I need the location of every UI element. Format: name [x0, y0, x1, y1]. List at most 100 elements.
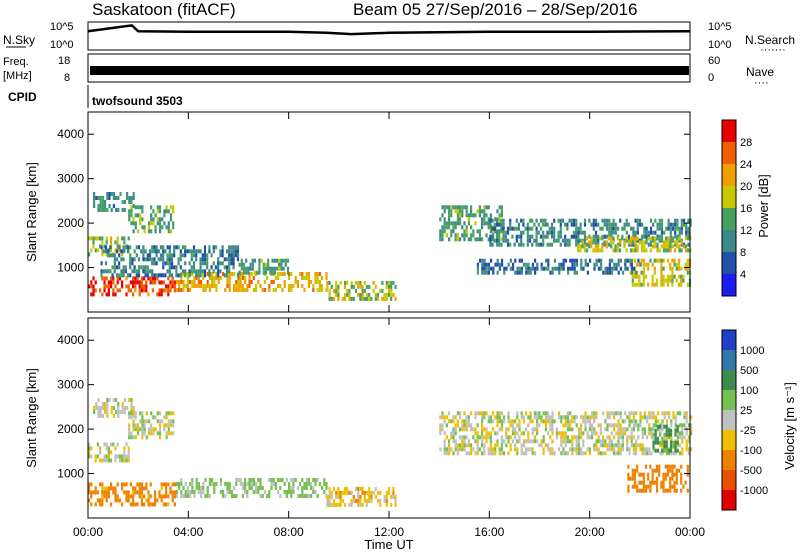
power-cell [146, 269, 149, 274]
velocity-cell [569, 423, 572, 428]
power-cell [487, 262, 490, 267]
velocity-cell [117, 406, 120, 410]
power-cell [385, 292, 388, 297]
velocity-cell [606, 411, 609, 416]
power-cell [130, 205, 133, 210]
velocity-cell [158, 431, 162, 436]
velocity-cell [496, 419, 499, 424]
velocity-cell [134, 427, 137, 432]
power-cell [318, 272, 321, 276]
power-cell [195, 257, 198, 262]
power-cell [653, 258, 656, 263]
power-cell [558, 266, 561, 271]
velocity-cell [593, 443, 596, 448]
velocity-cell [443, 439, 446, 444]
power-cell [173, 265, 176, 270]
power-cell [118, 253, 121, 258]
velocity-cell [511, 427, 514, 432]
power-cell [343, 292, 347, 297]
power-cell [310, 280, 313, 284]
velocity-cell [154, 427, 157, 432]
velocity-cell [685, 443, 688, 448]
power-cell [622, 270, 625, 275]
velocity-cell [558, 431, 561, 436]
power-cell [481, 221, 484, 226]
velocity-cell [674, 428, 677, 433]
power-cell [162, 257, 165, 262]
velocity-cell [588, 419, 591, 424]
power-cell [143, 225, 146, 230]
power-cell [660, 262, 663, 267]
power-cell [294, 280, 297, 284]
power-cell [547, 258, 550, 263]
velocity-cell [118, 458, 121, 463]
power-cell [101, 252, 104, 257]
velocity-cell [626, 447, 629, 452]
velocity-cell [487, 431, 490, 436]
power-cell [221, 245, 224, 250]
power-cell [448, 217, 451, 222]
velocity-cell [370, 498, 373, 503]
power-cell [634, 240, 637, 245]
velocity-cell [370, 494, 373, 499]
power-cell [511, 234, 514, 239]
power-cell [184, 273, 187, 278]
power-cell [118, 248, 121, 253]
power-cell [245, 270, 248, 275]
velocity-cell [648, 451, 651, 456]
power-cell [572, 222, 576, 227]
velocity-cell [285, 494, 288, 498]
power-cell [132, 280, 135, 285]
power-cell [481, 262, 484, 267]
power-cell [258, 270, 261, 275]
velocity-cell [670, 440, 673, 445]
velocity-cell [551, 415, 554, 420]
power-cell [573, 262, 576, 267]
power-cell [614, 226, 617, 231]
velocity-cell [450, 435, 453, 440]
power-cell [230, 249, 233, 254]
power-cell [120, 273, 123, 278]
power-cell [588, 218, 591, 223]
power-cell [237, 284, 240, 288]
power-cell [498, 205, 501, 210]
velocity-cell [673, 488, 676, 493]
power-cell [162, 245, 165, 250]
power-cell [492, 229, 495, 234]
power-cell [108, 192, 111, 196]
velocity-cell [132, 490, 135, 495]
velocity-cell [222, 490, 225, 494]
power-cell [439, 237, 442, 242]
velocity-cell [103, 486, 106, 491]
power-cell [326, 280, 329, 285]
velocity-cell [163, 423, 166, 428]
power-cell [156, 221, 159, 226]
power-cell [502, 222, 505, 227]
velocity-cell [208, 494, 211, 498]
power-cell [608, 242, 611, 247]
power-cell [667, 218, 670, 223]
nsky-frame [87, 21, 691, 51]
power-cell [301, 272, 304, 276]
power-cell [489, 222, 492, 227]
power-cell [381, 296, 384, 301]
velocity-cell [551, 447, 554, 452]
power-cell [476, 266, 479, 271]
velocity-cell [259, 478, 262, 482]
velocity-cell [632, 415, 635, 420]
power-cell [573, 266, 576, 271]
velocity-cell [387, 486, 391, 491]
power-cell [481, 237, 484, 242]
power-cell [258, 266, 261, 271]
power-cell [126, 196, 129, 200]
velocity-cell [101, 458, 104, 463]
power-cell [686, 282, 689, 287]
power-cell [121, 208, 124, 212]
velocity-cell [467, 423, 470, 428]
power-cell [625, 238, 628, 243]
power-cell [579, 230, 582, 235]
power-cell [667, 226, 670, 231]
power-cell [676, 240, 679, 245]
power-cell [649, 248, 652, 253]
